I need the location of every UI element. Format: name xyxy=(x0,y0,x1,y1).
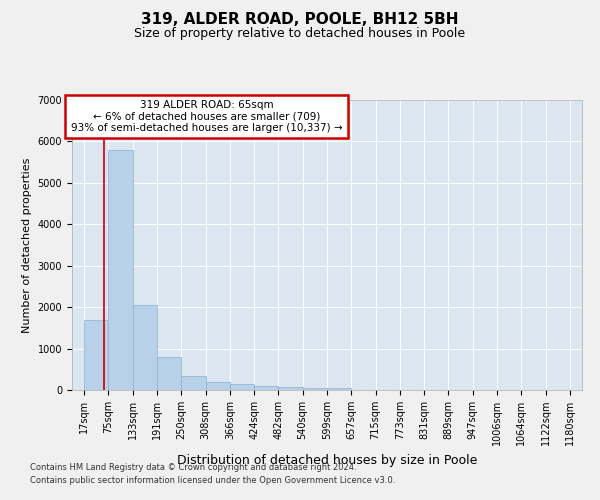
Text: Contains public sector information licensed under the Open Government Licence v3: Contains public sector information licen… xyxy=(30,476,395,485)
Text: Size of property relative to detached houses in Poole: Size of property relative to detached ho… xyxy=(134,28,466,40)
Bar xyxy=(230,384,254,390)
Text: 319, ALDER ROAD, POOLE, BH12 5BH: 319, ALDER ROAD, POOLE, BH12 5BH xyxy=(141,12,459,28)
Bar xyxy=(302,388,327,390)
Text: Contains HM Land Registry data © Crown copyright and database right 2024.: Contains HM Land Registry data © Crown c… xyxy=(30,464,356,472)
Bar xyxy=(84,320,109,390)
Bar xyxy=(133,305,157,390)
Bar xyxy=(278,387,302,390)
Bar xyxy=(109,150,133,390)
Bar xyxy=(206,382,230,390)
Bar xyxy=(254,386,278,390)
X-axis label: Distribution of detached houses by size in Poole: Distribution of detached houses by size … xyxy=(177,454,477,466)
Bar xyxy=(157,357,181,390)
Bar xyxy=(327,388,352,390)
Text: 319 ALDER ROAD: 65sqm
← 6% of detached houses are smaller (709)
93% of semi-deta: 319 ALDER ROAD: 65sqm ← 6% of detached h… xyxy=(71,100,343,133)
Bar xyxy=(181,376,206,390)
Y-axis label: Number of detached properties: Number of detached properties xyxy=(22,158,32,332)
